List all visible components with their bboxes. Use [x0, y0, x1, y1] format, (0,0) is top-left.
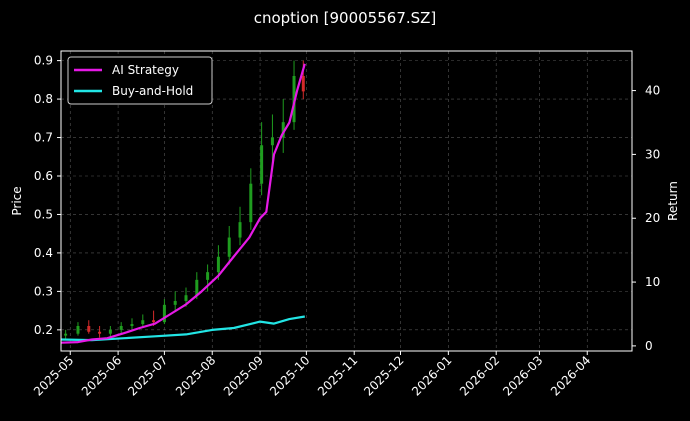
candle-body	[87, 326, 91, 332]
y-left-tick-label: 0.8	[34, 92, 53, 106]
candle-body	[108, 329, 112, 334]
chart-title: cnoption [90005567.SZ]	[254, 9, 437, 27]
candle-body	[281, 122, 285, 138]
y-axis-right-label: Return	[666, 181, 680, 221]
candle-body	[119, 326, 123, 330]
candle-body	[76, 326, 80, 334]
candle-body	[195, 279, 199, 296]
candle-body	[64, 333, 68, 336]
candle-body	[173, 301, 177, 305]
candle-body	[98, 331, 102, 334]
plot-frame	[60, 50, 633, 352]
y-right-tick-label: 0	[645, 339, 653, 353]
y-axis-left-label: Price	[10, 186, 24, 215]
legend-box	[67, 56, 213, 105]
candle-body	[216, 256, 220, 273]
y-left-tick-label: 0.5	[34, 207, 53, 221]
candle-body	[260, 145, 264, 184]
candle-body	[301, 76, 305, 92]
candle-body	[206, 272, 210, 280]
y-left-tick-label: 0.2	[34, 323, 53, 337]
candle-body	[141, 320, 145, 325]
candle-body	[227, 237, 231, 257]
candle-body	[270, 137, 274, 146]
y-left-tick-label: 0.9	[34, 54, 53, 68]
y-right-tick-label: 20	[645, 211, 660, 225]
candle-body	[184, 295, 188, 301]
candle-body	[152, 320, 156, 323]
y-left-tick-label: 0.6	[34, 169, 53, 183]
y-right-tick-label: 30	[645, 147, 660, 161]
series-line-buy-and-hold	[60, 315, 305, 342]
candle-body	[130, 324, 134, 326]
y-left-tick-label: 0.3	[34, 284, 53, 298]
series-line-ai-strategy	[60, 63, 306, 344]
legend-label-buy-and-hold: Buy-and-Hold	[112, 84, 193, 98]
candle-body	[162, 304, 166, 323]
y-left-tick-label: 0.7	[34, 131, 53, 145]
line-series	[60, 63, 306, 344]
y-right-tick-label: 10	[645, 275, 660, 289]
candle-body	[238, 222, 242, 238]
legend: AI Strategy Buy-and-Hold	[67, 56, 213, 105]
legend-label-ai-strategy: AI Strategy	[112, 63, 179, 77]
y-left-tick-label: 0.4	[34, 246, 53, 260]
y-right-tick-label: 40	[645, 84, 660, 98]
candle-body	[249, 183, 253, 223]
